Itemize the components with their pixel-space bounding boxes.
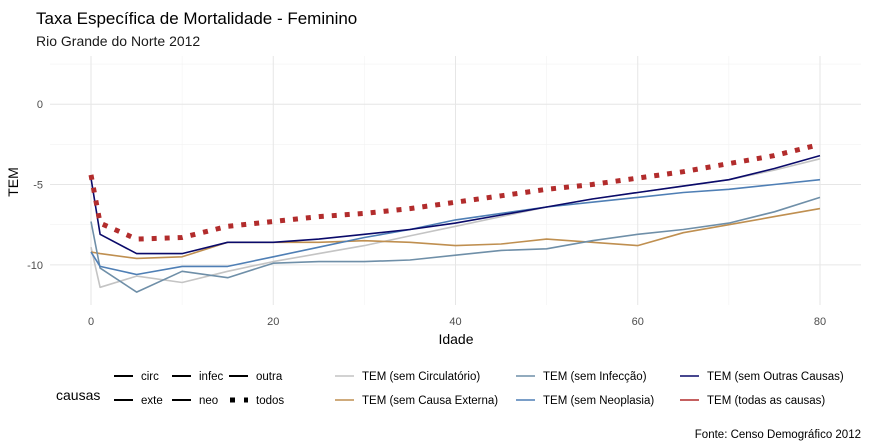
series-line-tem-sem-outras-causas <box>90 154 821 255</box>
chart-title: Taxa Específica de Mortalidade - Feminin… <box>36 9 357 28</box>
grid <box>50 56 861 305</box>
x-tick-label: 40 <box>449 316 461 328</box>
legend-label-circ: circ <box>141 371 159 383</box>
y-axis-title: TEM <box>5 167 21 197</box>
legend-label-neo: neo <box>199 395 218 407</box>
y-tick-label: -5 <box>33 180 43 192</box>
x-tick-label: 0 <box>88 316 94 328</box>
x-axis-title: Idade <box>438 331 473 347</box>
chart-subtitle: Rio Grande do Norte 2012 <box>36 33 200 49</box>
legend-label-color: TEM (sem Circulatório) <box>362 371 480 383</box>
legend-label-todos: todos <box>256 395 284 407</box>
legend-label-outra: outra <box>256 371 283 383</box>
y-tick-label: -10 <box>27 260 43 272</box>
y-tick-label: 0 <box>37 99 43 111</box>
series-line-tem-sem-causa-externa <box>90 207 821 260</box>
legend-label-exte: exte <box>141 395 163 407</box>
legend-label-infec: infec <box>199 371 224 383</box>
x-tick-label: 80 <box>814 316 826 328</box>
series-line-tem-sem-infec-o <box>90 196 821 293</box>
legend-label-color: TEM (sem Causa Externa) <box>362 395 498 407</box>
legend-label-color: TEM (sem Neoplasia) <box>543 395 654 407</box>
series-layer <box>88 141 821 293</box>
legend-label-color: TEM (todas as causas) <box>707 395 825 407</box>
legend-label-color: TEM (sem Infecção) <box>543 371 647 383</box>
caption: Fonte: Censo Demográfico 2012 <box>695 429 861 441</box>
x-tick-label: 20 <box>267 316 279 328</box>
series-line-tem-sem-neoplasia <box>90 178 821 276</box>
legend: causas circ exte infec neo outra todos TEM (se… <box>56 371 844 407</box>
x-tick-label: 60 <box>632 316 644 328</box>
tick-labels: 0 20 40 60 80 0 -5 -10 <box>27 99 826 328</box>
legend-label-color: TEM (sem Outras Causas) <box>707 371 844 383</box>
legend-title: causas <box>56 387 100 403</box>
